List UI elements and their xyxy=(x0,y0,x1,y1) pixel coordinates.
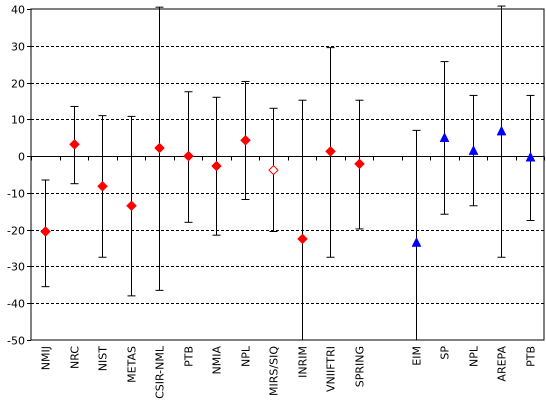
x-tick-label: VNIIFTRI xyxy=(325,346,338,392)
data-point xyxy=(97,180,108,192)
y-tick-label: 40 xyxy=(11,4,25,17)
y-tick-label: -30 xyxy=(7,261,25,274)
data-point xyxy=(411,236,422,247)
x-tick-label: INRIM xyxy=(297,346,310,378)
x-tick-label: SPRING xyxy=(354,346,367,387)
data-point xyxy=(354,158,365,170)
x-tick-label: EIM xyxy=(411,346,424,366)
data-point xyxy=(325,145,336,157)
data-point xyxy=(525,151,536,162)
plot-area xyxy=(30,8,545,341)
y-tick-label: -40 xyxy=(7,298,25,311)
y-tick-label: 30 xyxy=(11,41,25,54)
x-tick-label: NMIA xyxy=(211,346,224,375)
data-point xyxy=(468,145,479,155)
y-tick-label: -50 xyxy=(7,335,25,348)
x-tick-label: PTB xyxy=(525,346,538,367)
x-tick-label: AREPA xyxy=(496,346,509,382)
data-point xyxy=(496,125,507,136)
data-point xyxy=(240,134,251,146)
data-point xyxy=(297,233,308,245)
data-point xyxy=(154,142,165,154)
data-point xyxy=(69,138,80,150)
x-tick-label: PTB xyxy=(183,346,196,367)
x-tick-label: METAS xyxy=(126,346,139,383)
x-tick-label: NPL xyxy=(468,345,481,367)
x-tick-label: NMIJ xyxy=(40,346,53,370)
x-tick-label: NPL xyxy=(240,345,253,367)
x-tick-label: MIRS/SIQ xyxy=(268,346,281,396)
data-point xyxy=(211,160,222,172)
y-tick-label: -20 xyxy=(7,225,25,238)
x-tick-label: SP xyxy=(439,346,452,360)
data-point xyxy=(439,132,450,142)
data-point xyxy=(126,200,137,212)
y-tick-label: 0 xyxy=(18,151,25,164)
data-point xyxy=(183,150,194,162)
y-tick-label: 20 xyxy=(11,78,25,91)
y-tick-label: -10 xyxy=(7,188,25,201)
data-point xyxy=(268,164,279,176)
y-tick-label: 10 xyxy=(11,114,25,127)
x-tick-label: NIST xyxy=(97,346,110,371)
x-tick-label: CSIR-NML xyxy=(154,345,167,399)
data-point xyxy=(40,226,51,237)
x-tick-label: NRC xyxy=(69,346,82,369)
